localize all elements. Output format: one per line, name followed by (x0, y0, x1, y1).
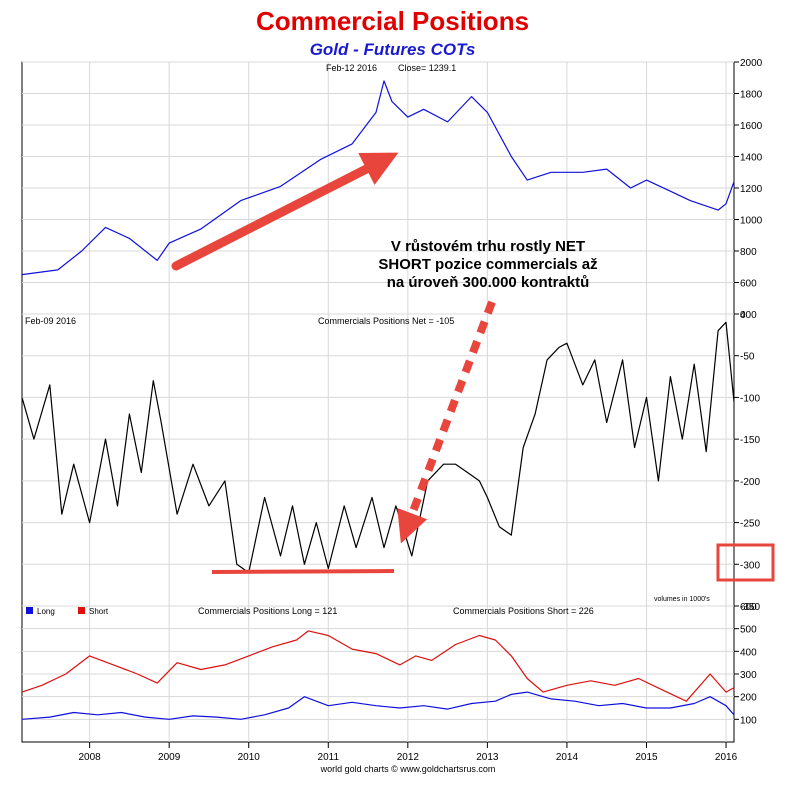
price-panel-close: Close= 1239.1 (398, 63, 456, 73)
level-highlight-box (716, 543, 775, 582)
chart-title: Commercial Positions (255, 6, 530, 36)
net-y-tick-label: -200 (740, 477, 760, 488)
net-y-tick-label: -250 (740, 519, 760, 530)
price-y-tick-label: 1600 (740, 121, 763, 132)
price-y-tick-label: 800 (740, 247, 757, 258)
net-y-tick-label: -100 (740, 393, 760, 404)
net-panel-frame (21, 313, 735, 607)
net-y-tick-label: -350 (740, 602, 760, 613)
longshort-y-tick-label: 500 (740, 625, 757, 636)
price-y-tick-label: 1800 (740, 90, 763, 101)
chart-subtitle: Gold - Futures COTs (309, 40, 476, 59)
x-tick-label: 2009 (158, 752, 181, 763)
longshort-y-tick-label: 600 (740, 602, 757, 613)
longshort-y-tick-label: 300 (740, 670, 757, 681)
net-y-tick-label: -150 (740, 435, 760, 446)
longshort-series-line-1 (21, 630, 735, 702)
longshort-y-tick-label: 100 (740, 715, 757, 726)
longshort-y-tick-label: 400 (740, 647, 757, 658)
x-tick-label: 2008 (78, 752, 101, 763)
legend-long-swatch (26, 607, 33, 614)
annotation-text-line-3: na úroveň 300.000 kontraktů (387, 274, 590, 291)
net-series-line-0 (21, 321, 735, 574)
price-series-line-0 (21, 80, 735, 276)
longshort-panel-long-title: Commercials Positions Long = 121 (198, 606, 337, 616)
net-y-tick-label: -50 (740, 352, 755, 363)
price-y-tick-label: 1000 (740, 216, 763, 227)
net-y-tick-label: 0 (740, 310, 746, 321)
legend-short-label: Short (89, 607, 109, 616)
price-y-tick-label: 1200 (740, 184, 763, 195)
trend-arrow (171, 152, 399, 271)
x-tick-label: 2015 (635, 752, 658, 763)
longshort-panel-short-title: Commercials Positions Short = 226 (453, 606, 594, 616)
x-tick-label: 2013 (476, 752, 499, 763)
x-tick-label: 2016 (715, 752, 738, 763)
price-y-tick-label: 400 (740, 310, 757, 321)
x-tick-label: 2014 (556, 752, 579, 763)
x-tick-label: 2012 (397, 752, 420, 763)
bottom-level-line (211, 569, 395, 574)
price-panel-date: Feb-12 2016 (326, 63, 377, 73)
x-tick-label: 2011 (318, 752, 340, 763)
x-tick-label: 2010 (238, 752, 261, 763)
longshort-series-line-0 (21, 691, 735, 720)
net-panel-title: Commercials Positions Net = -105 (318, 316, 454, 326)
net-y-tick-label: -300 (740, 560, 760, 571)
annotation-text-line-1: V růstovém trhu rostly NET (391, 238, 585, 255)
net-panel-date: Feb-09 2016 (25, 316, 76, 326)
legend-short-swatch (78, 607, 85, 614)
net-panel-units: volumes in 1000's (654, 596, 710, 603)
legend-long-label: Long (37, 607, 55, 616)
annotation-text-line-2: SHORT pozice commercials až (378, 256, 597, 273)
price-y-tick-label: 1400 (740, 153, 763, 164)
price-y-tick-label: 600 (740, 279, 757, 290)
longshort-y-tick-label: 200 (740, 693, 757, 704)
price-y-tick-label: 2000 (740, 58, 763, 69)
footer-credit: world gold charts © www.goldchartsrus.co… (320, 764, 496, 774)
